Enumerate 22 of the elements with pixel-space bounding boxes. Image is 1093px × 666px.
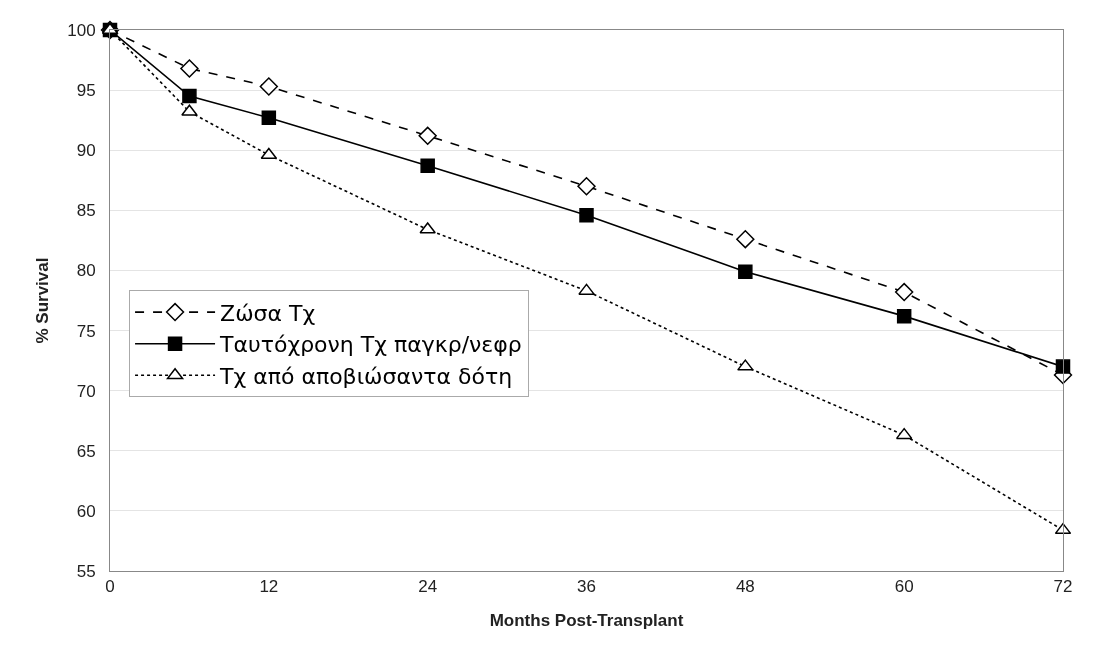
y-tick-label: 90 [76,141,96,161]
x-tick-label: 48 [735,577,755,597]
x-tick-label: 24 [418,577,438,597]
y-tick-label: 70 [76,381,96,401]
x-tick-label: 0 [105,577,115,597]
y-tick-label: 75 [76,321,96,341]
x-tick-label: 12 [259,577,279,597]
y-tick-label: 95 [76,81,96,101]
y-tick-label: 60 [76,501,96,521]
x-tick-label: 36 [577,577,596,597]
y-tick-label: 100 [67,20,96,40]
y-tick-label: 65 [76,441,96,461]
y-tick-label: 55 [76,561,96,581]
legend-label: Ταυτόχρονη Τχ παγκρ/νεφρ [219,332,522,358]
x-tick-label: 60 [894,577,914,597]
legend-label: Ζώσα Τχ [220,300,316,326]
y-axis-title: % Survival [32,257,52,344]
x-tick-label: 72 [1053,577,1073,597]
legend-label: Τχ από αποβιώσαντα δότη [219,363,513,389]
y-tick-label: 85 [76,201,96,221]
y-tick-label: 80 [76,261,96,281]
x-axis-title: Months Post-Transplant [489,610,684,630]
